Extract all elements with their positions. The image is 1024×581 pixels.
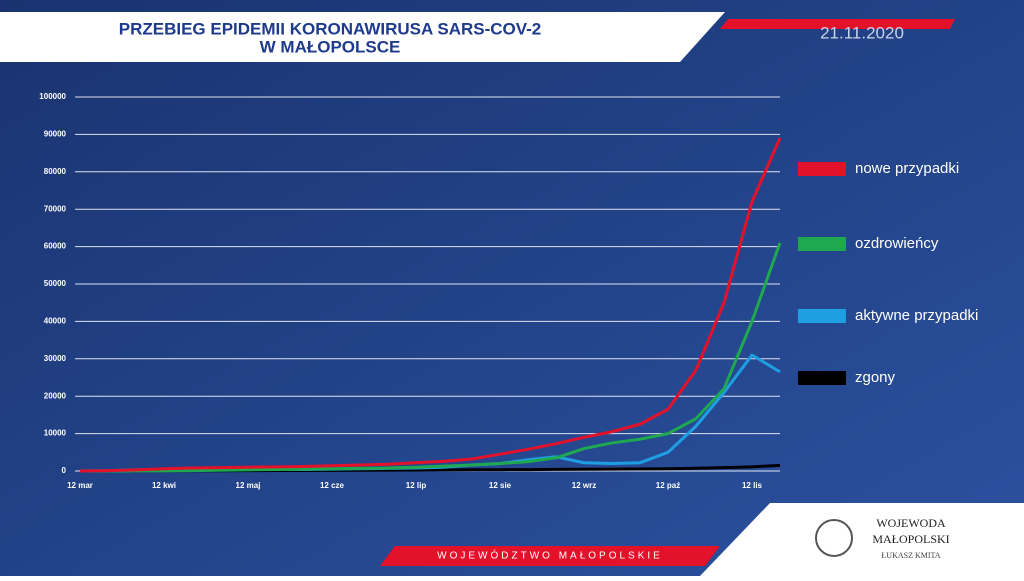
logo-subtitle: ŁUKASZ KMITA [881,551,940,560]
legend-swatch [798,162,846,176]
y-tick-label: 0 [62,466,67,475]
legend-swatch [798,309,846,323]
x-tick-label: 12 cze [320,481,345,490]
emblem [815,519,853,557]
y-tick-label: 50000 [44,279,67,288]
y-tick-label: 60000 [44,242,67,251]
x-tick-label: 12 kwi [152,481,176,490]
x-tick-label: 12 wrz [572,481,596,490]
legend-swatch [798,237,846,251]
y-tick-label: 10000 [44,429,67,438]
footer-banner [380,546,720,566]
legend-label: ozdrowieńcy [855,235,939,252]
legend-label: nowe przypadki [855,160,959,177]
footer: WOJEWÓDZTWO MAŁOPOLSKIE [437,549,663,562]
line [79,137,782,473]
y-tick-label: 90000 [44,130,67,139]
chart-title: W MAŁOPOLSCE [260,37,401,56]
title-banner [0,12,725,62]
date: 21.11.2020 [820,23,904,42]
legend-swatch [798,371,846,385]
x-tick-label: 12 maj [236,481,261,490]
y-tick-label: 30000 [44,354,67,363]
x-tick-label: 12 sie [489,481,512,490]
x-tick-label: 12 lis [742,481,763,490]
y-tick-label: 20000 [44,391,67,400]
line [80,242,782,473]
legend-label: aktywne przypadki [855,307,978,324]
x-tick-label: 12 paź [656,481,680,490]
y-tick-label: 100000 [39,92,66,101]
logo-title: MAŁOPOLSKI [872,532,949,546]
y-tick-label: 80000 [44,167,67,176]
legend-label: zgony [855,369,896,386]
y-tick-label: 70000 [44,204,67,213]
logo-title: WOJEWODA [876,516,946,530]
logo-panel [700,503,1024,576]
x-tick-label: 12 mar [67,481,93,490]
chart-title: PRZEBIEG EPIDEMII KORONAWIRUSA SARS-COV-… [119,19,542,38]
top-stripe [720,19,955,29]
y-tick-label: 40000 [44,317,67,326]
x-tick-label: 12 lip [406,481,427,490]
